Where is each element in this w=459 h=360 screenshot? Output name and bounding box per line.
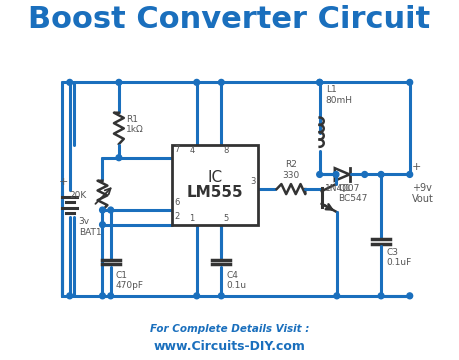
Circle shape bbox=[378, 171, 384, 177]
Circle shape bbox=[334, 293, 340, 299]
Text: www.Circuits-DIY.com: www.Circuits-DIY.com bbox=[154, 339, 305, 352]
Circle shape bbox=[407, 293, 413, 299]
Circle shape bbox=[362, 171, 368, 177]
Text: 7: 7 bbox=[174, 145, 179, 154]
Text: R1
1kΩ: R1 1kΩ bbox=[126, 114, 144, 134]
Text: 4: 4 bbox=[190, 146, 195, 155]
Text: 3: 3 bbox=[251, 177, 256, 186]
Text: +: + bbox=[59, 177, 68, 187]
Text: +9v
Vout: +9v Vout bbox=[412, 183, 434, 204]
Text: +: + bbox=[412, 162, 421, 172]
Circle shape bbox=[108, 207, 113, 213]
Circle shape bbox=[378, 293, 384, 299]
Circle shape bbox=[407, 80, 413, 85]
Circle shape bbox=[108, 293, 113, 299]
Polygon shape bbox=[335, 168, 350, 181]
Text: 5: 5 bbox=[224, 213, 229, 222]
Circle shape bbox=[100, 207, 106, 213]
Text: 1: 1 bbox=[190, 213, 195, 222]
Circle shape bbox=[317, 80, 323, 85]
Text: 6: 6 bbox=[174, 198, 179, 207]
Text: For Complete Details Visit :: For Complete Details Visit : bbox=[150, 324, 309, 334]
Circle shape bbox=[333, 171, 339, 177]
Text: C4
0.1u: C4 0.1u bbox=[226, 271, 246, 290]
Circle shape bbox=[317, 80, 323, 85]
Bar bbox=[172, 145, 258, 225]
Text: 2: 2 bbox=[174, 212, 179, 221]
Circle shape bbox=[100, 293, 106, 299]
Text: LM555: LM555 bbox=[187, 185, 243, 200]
Circle shape bbox=[116, 80, 122, 85]
Circle shape bbox=[317, 171, 323, 177]
Text: 3v
BAT1: 3v BAT1 bbox=[79, 217, 101, 237]
Text: 1N4007: 1N4007 bbox=[325, 184, 360, 193]
Circle shape bbox=[67, 80, 73, 85]
Circle shape bbox=[194, 293, 200, 299]
Circle shape bbox=[100, 222, 106, 228]
Text: IC: IC bbox=[207, 170, 223, 185]
Circle shape bbox=[218, 80, 224, 85]
Text: C1
470pF: C1 470pF bbox=[116, 271, 144, 290]
Circle shape bbox=[194, 80, 200, 85]
Text: R2
330: R2 330 bbox=[282, 161, 300, 180]
Text: Q1
BC547: Q1 BC547 bbox=[338, 184, 368, 203]
Circle shape bbox=[116, 155, 122, 161]
Circle shape bbox=[67, 293, 73, 299]
Text: 20K: 20K bbox=[70, 191, 87, 200]
Text: 8: 8 bbox=[224, 146, 229, 155]
Circle shape bbox=[218, 293, 224, 299]
Text: L1
80mH: L1 80mH bbox=[326, 85, 353, 105]
Circle shape bbox=[407, 171, 413, 177]
Text: Boost Converter Circuit: Boost Converter Circuit bbox=[28, 5, 431, 34]
Text: C3
0.1uF: C3 0.1uF bbox=[386, 248, 411, 267]
